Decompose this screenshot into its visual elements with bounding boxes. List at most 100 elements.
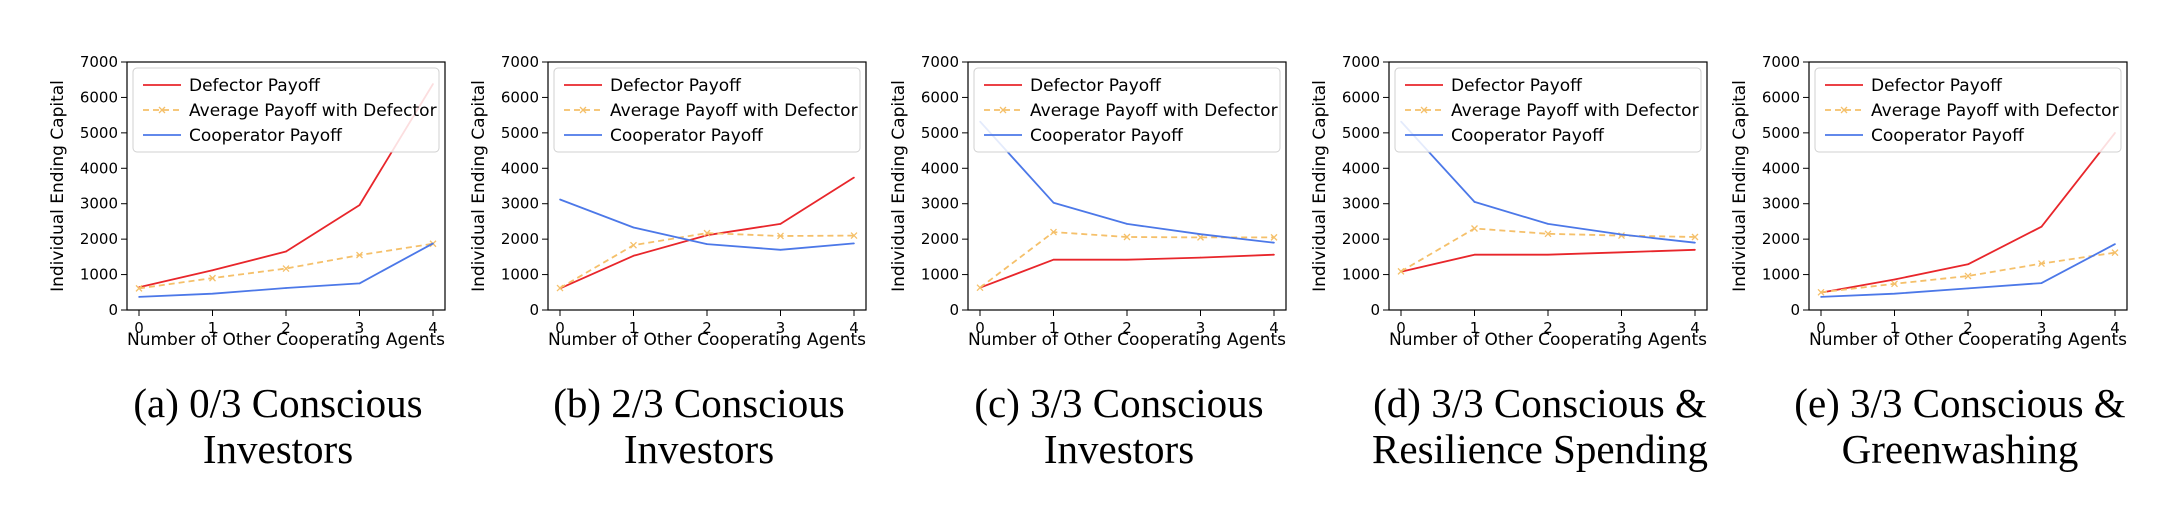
- y-tick-label: 0: [529, 301, 539, 319]
- chart-panel: 0 1000 2000 3000 4000 5000 6000 7000 0 1 2 3 4Number…: [889, 53, 1287, 472]
- caption-line: (b) 2/3 Conscious: [553, 380, 845, 426]
- data-point: [706, 243, 708, 245]
- x-tick-label: 1: [208, 319, 218, 337]
- data-point: [358, 204, 361, 206]
- chart-panel: 0 1000 2000 3000 4000 5000 6000 7000 0 1 2 3 4Number…: [1310, 53, 1708, 472]
- y-tick-label: 5000: [1342, 124, 1380, 142]
- series-line: [138, 242, 434, 290]
- chart-panel: 0 1000 2000 3000 4000 5000 6000 7000 0 1 2 3 4Number…: [1730, 53, 2128, 472]
- legend-marker: [1840, 106, 1848, 114]
- x-axis-label: Number of Other Cooperating Agents: [1389, 330, 1707, 350]
- data-point: [1694, 248, 1696, 251]
- y-axis-label: Individual Ending Capital: [889, 80, 909, 292]
- x-axis-label: Number of Other Cooperating Agents: [548, 330, 866, 350]
- x-tick-label: 0: [1396, 319, 1406, 337]
- legend-label: Cooperator Payoff: [1871, 126, 2025, 146]
- data-point: [1052, 201, 1055, 204]
- legend-label: Defector Payoff: [189, 76, 321, 96]
- data-point: [2040, 225, 2043, 228]
- y-tick-label: 7000: [921, 53, 959, 71]
- y-tick-label: 3000: [80, 195, 118, 213]
- data-point-marker: [1817, 288, 1825, 296]
- y-tick-label: 2000: [501, 230, 539, 248]
- legend-label: Cooperator Payoff: [189, 126, 343, 146]
- caption-line: Resilience Spending: [1372, 426, 1708, 472]
- series-line: [1400, 248, 1696, 273]
- data-point: [1126, 223, 1128, 225]
- x-axis-label: Number of Other Cooperating Agents: [1809, 330, 2127, 350]
- legend-box: [553, 67, 861, 153]
- x-tick-label: 3: [2037, 319, 2047, 337]
- y-tick-label: 5000: [921, 124, 959, 142]
- legend-marker: [579, 106, 587, 114]
- x-tick-label: 4: [849, 319, 859, 337]
- x-tick-label: 1: [629, 319, 639, 337]
- y-tick-label: 7000: [1762, 53, 1800, 71]
- y-tick-label: 7000: [80, 53, 118, 71]
- data-point: [1547, 223, 1549, 225]
- x-axis-label: Number of Other Cooperating Agents: [968, 330, 1286, 350]
- data-point: [1473, 201, 1476, 203]
- legend-label: Cooperator Payoff: [1030, 126, 1184, 146]
- series-defector: [1820, 132, 2116, 294]
- data-point: [853, 242, 855, 245]
- data-point: [1199, 233, 1202, 235]
- data-point-marker: [1123, 233, 1131, 241]
- data-point-marker: [1197, 233, 1204, 241]
- data-point: [285, 250, 287, 253]
- y-tick-label: 1000: [921, 266, 959, 284]
- legend-box: [973, 67, 1281, 153]
- legend-marker: [158, 106, 166, 114]
- data-point-marker: [850, 232, 858, 240]
- y-tick-label: 6000: [501, 88, 539, 106]
- data-point-marker: [556, 284, 564, 292]
- data-point: [2040, 282, 2043, 284]
- data-point: [632, 226, 635, 229]
- series-cooperator: [1820, 243, 2116, 298]
- y-tick-label: 1000: [501, 266, 539, 284]
- data-point: [1547, 253, 1549, 256]
- data-point-marker: [1397, 267, 1405, 275]
- data-point: [1473, 253, 1476, 256]
- y-tick-label: 6000: [921, 88, 959, 106]
- chart-panel: 0 1000 2000 3000 4000 5000 6000 7000 0 1 2 3 4Number…: [48, 53, 446, 472]
- y-tick-label: 7000: [501, 53, 539, 71]
- data-point: [285, 287, 287, 289]
- caption-line: (e) 3/3 Conscious &: [1794, 380, 2125, 426]
- x-tick-label: 2: [1122, 319, 1132, 337]
- legend-label: Cooperator Payoff: [610, 126, 764, 146]
- data-point: [1273, 241, 1275, 244]
- y-tick-label: 3000: [921, 195, 959, 213]
- data-point: [1620, 233, 1623, 236]
- y-tick-label: 2000: [1342, 230, 1380, 248]
- legend-label: Average Payoff with Defector: [189, 101, 437, 121]
- x-axis-label: Number of Other Cooperating Agents: [127, 330, 445, 350]
- y-tick-label: 2000: [921, 230, 959, 248]
- x-tick-label: 2: [1963, 319, 1973, 337]
- legend-label: Average Payoff with Defector: [1451, 101, 1699, 121]
- y-tick-label: 0: [949, 301, 959, 319]
- y-tick-label: 4000: [1342, 159, 1380, 177]
- data-point: [779, 223, 782, 225]
- data-point: [1273, 253, 1275, 256]
- y-tick-label: 2000: [1762, 230, 1800, 248]
- y-tick-label: 0: [1790, 301, 1800, 319]
- y-tick-label: 6000: [80, 88, 118, 106]
- y-tick-label: 4000: [80, 159, 118, 177]
- data-point-marker: [630, 241, 637, 249]
- series-defector: [1400, 248, 1696, 273]
- x-tick-label: 1: [1470, 319, 1480, 337]
- legend-label: Average Payoff with Defector: [1871, 101, 2119, 121]
- x-tick-label: 0: [134, 319, 144, 337]
- y-tick-label: 6000: [1762, 88, 1800, 106]
- x-tick-label: 0: [975, 319, 985, 337]
- data-point-marker: [1544, 230, 1552, 238]
- x-tick-label: 3: [1617, 319, 1627, 337]
- x-tick-label: 0: [555, 319, 565, 337]
- x-tick-label: 4: [1690, 319, 1700, 337]
- data-point: [779, 248, 782, 251]
- data-point: [211, 269, 214, 272]
- y-tick-label: 3000: [1762, 195, 1800, 213]
- series-average: [1397, 225, 1699, 275]
